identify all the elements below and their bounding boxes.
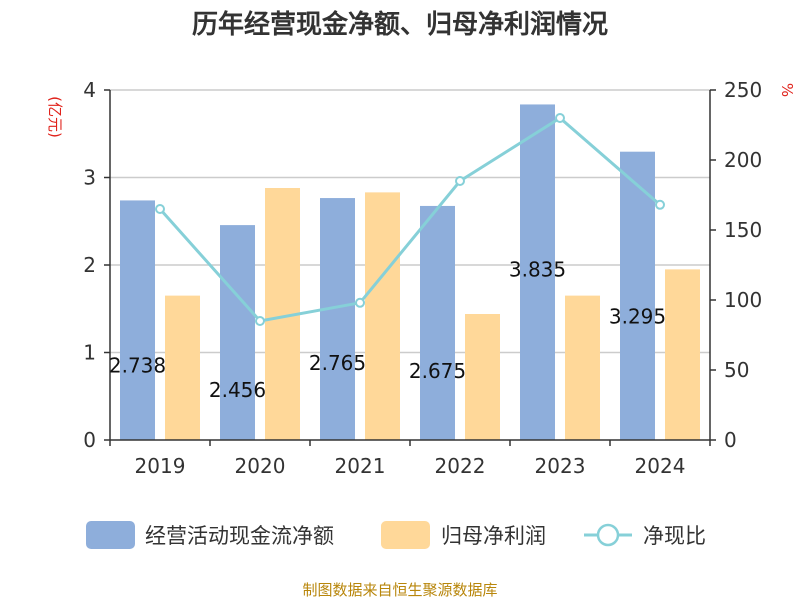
legend-swatch-net-profit — [381, 521, 430, 549]
cash-flow-value-label: 2.765 — [309, 351, 366, 375]
right-axis-tick-label: 200 — [724, 148, 762, 172]
cash-flow-value-label: 2.675 — [409, 359, 466, 383]
net-profit-bar — [665, 269, 700, 440]
cash-flow-bar — [620, 151, 655, 440]
right-axis-tick-label: 150 — [724, 218, 762, 242]
right-axis-unit: % — [778, 83, 796, 97]
cash-flow-value-label: 3.295 — [609, 305, 666, 329]
cash-flow-bar — [320, 198, 355, 440]
bars — [120, 104, 700, 440]
net-profit-bar — [565, 295, 600, 440]
legend-label-ratio: 净现比 — [643, 524, 706, 548]
cash-flow-bar — [220, 225, 255, 440]
data-labels: 2.738 2.456 2.765 2.675 3.835 3.295 — [109, 257, 666, 402]
right-axis-tick-label: 0 — [724, 428, 737, 452]
cash-flow-value-label: 2.738 — [109, 353, 166, 377]
right-axis-tick-label: 250 — [724, 78, 762, 102]
net-profit-bar — [165, 295, 200, 440]
cash-flow-bar — [420, 205, 455, 440]
x-axis-tick-label: 2020 — [235, 454, 286, 478]
net-profit-bar — [465, 314, 500, 440]
cash-flow-value-label: 2.456 — [209, 378, 266, 402]
left-axis-tick-label: 2 — [83, 253, 96, 277]
x-axis-tick-label: 2024 — [635, 454, 686, 478]
legend-swatch-cash-flow — [86, 521, 135, 549]
cash-flow-value-label: 3.835 — [509, 257, 566, 281]
left-axis-unit: (亿元) — [46, 96, 64, 138]
left-axis-tick-label: 0 — [83, 428, 96, 452]
left-axis-tick-label: 3 — [83, 166, 96, 190]
x-axis-tick-label: 2021 — [335, 454, 386, 478]
axes: 0 1 2 3 4 0 50 100 150 200 250 2019 2020 2021 2022 2023… — [83, 78, 762, 478]
ratio-point — [155, 204, 165, 214]
right-axis-tick-label: 50 — [724, 358, 749, 382]
x-axis-tick-label: 2023 — [535, 454, 586, 478]
x-axis-tick-label: 2022 — [435, 454, 486, 478]
cash-flow-bar — [120, 200, 155, 440]
ratio-point — [255, 316, 265, 326]
cash-flow-bar — [520, 104, 555, 440]
ratio-point — [455, 176, 465, 186]
ratio-line-path — [158, 116, 661, 323]
legend: 经营活动现金流净额 归母净利润 净现比 — [86, 521, 706, 549]
legend-swatch-ratio-marker — [596, 523, 620, 547]
legend-label-cash-flow: 经营活动现金流净额 — [145, 524, 334, 548]
ratio-point — [555, 113, 565, 123]
source-note: 制图数据来自恒生聚源数据库 — [302, 581, 497, 599]
left-axis-tick-label: 4 — [83, 78, 96, 102]
right-axis-tick-label: 100 — [724, 288, 762, 312]
ratio-line — [155, 113, 665, 326]
left-axis-tick-label: 1 — [83, 341, 96, 365]
net-profit-bar — [365, 192, 400, 440]
ratio-point — [355, 297, 365, 308]
chart-title: 历年经营现金净额、归母净利润情况 — [192, 9, 608, 40]
x-axis-tick-label: 2019 — [135, 454, 186, 478]
ratio-point — [655, 199, 665, 210]
legend-label-net-profit: 归母净利润 — [441, 524, 546, 548]
